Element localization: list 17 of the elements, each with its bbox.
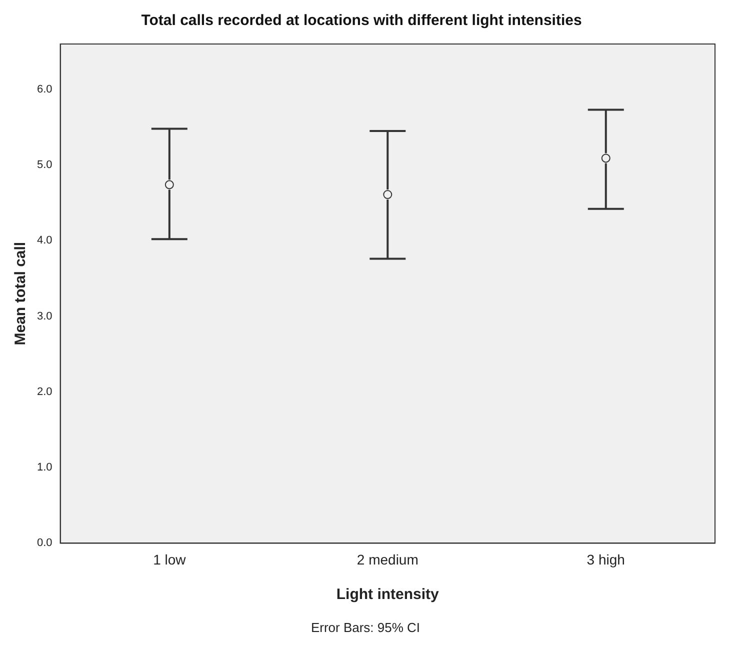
point bbox=[383, 190, 392, 200]
chart-title: Total calls recorded at locations with different light intensities bbox=[141, 12, 582, 30]
y-tick-label: 0.0 bbox=[36, 537, 52, 550]
point bbox=[164, 180, 174, 190]
text: Error Bars: 95% CI bbox=[310, 620, 422, 635]
y-tick-label: 5.0 bbox=[36, 159, 52, 172]
y-tick-label: 4.0 bbox=[36, 234, 52, 247]
x-tick-label: 2 medium bbox=[356, 551, 418, 568]
x-axis-title: Light intensity bbox=[336, 586, 440, 604]
point bbox=[601, 154, 610, 163]
x-tick-label: 1 low bbox=[153, 551, 187, 568]
x-tick-label: 3 high bbox=[586, 551, 625, 568]
y-tick-label: 6.0 bbox=[36, 83, 52, 96]
y-tick-label: 3.0 bbox=[36, 310, 52, 322]
y-axis-title: Mean total call bbox=[12, 242, 30, 346]
y-tick-label: 2.0 bbox=[36, 386, 52, 398]
y-tick-label: 1.0 bbox=[36, 462, 52, 474]
